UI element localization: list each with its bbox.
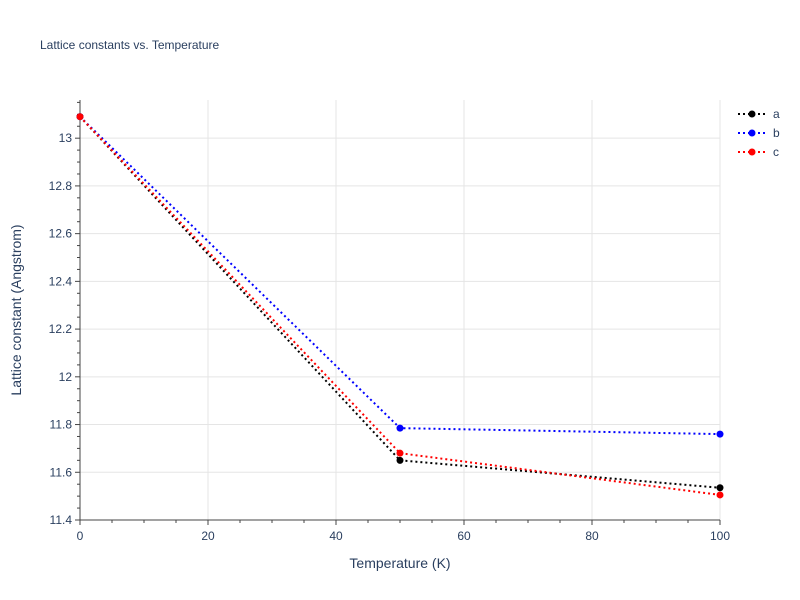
y-tick-label: 12.4 [49,274,73,288]
x-tick-label: 80 [585,529,599,543]
legend-marker-a [748,110,756,118]
data-point-a [396,456,404,464]
x-axis-title: Temperature (K) [349,555,450,571]
y-tick-label: 12.6 [49,227,73,241]
y-axis-title: Lattice constant (Angstrom) [8,224,24,395]
data-point-a [716,484,724,492]
y-tick-label: 12.8 [49,179,73,193]
series-line-b [79,115,721,436]
y-tick-label: 12 [59,370,73,384]
legend-marker-c [748,148,756,156]
legend-label-a[interactable]: a [773,107,780,121]
data-point-c [716,491,724,499]
series-line-c [79,116,721,496]
x-tick-label: 20 [201,529,215,543]
y-tick-label: 11.8 [50,418,73,432]
legend-label-c[interactable]: c [773,145,779,159]
axes: 0 20 40 60 80 100 11.4 11.6 11.8 12 12.2 12.4 12.6 12… [49,100,730,543]
x-tick-label: 100 [710,529,730,543]
legend-label-b[interactable]: b [773,126,780,140]
x-tick-label: 40 [329,529,343,543]
series-lines [76,113,724,499]
data-point-c [396,449,404,457]
y-tick-label: 12.2 [49,322,73,336]
x-tick-label: 0 [77,529,84,543]
data-point-b [716,430,724,438]
series-line-a [79,116,721,489]
legend: abc [738,107,780,159]
y-tick-label: 13 [59,131,73,145]
y-tick-label: 11.4 [50,513,73,527]
data-point-c [76,113,84,121]
chart-title: Lattice constants vs. Temperature [40,38,220,52]
y-tick-label: 11.6 [50,465,73,479]
legend-marker-b [748,129,756,137]
grid-lines [80,100,721,520]
data-point-b [396,424,404,432]
x-tick-label: 60 [457,529,471,543]
